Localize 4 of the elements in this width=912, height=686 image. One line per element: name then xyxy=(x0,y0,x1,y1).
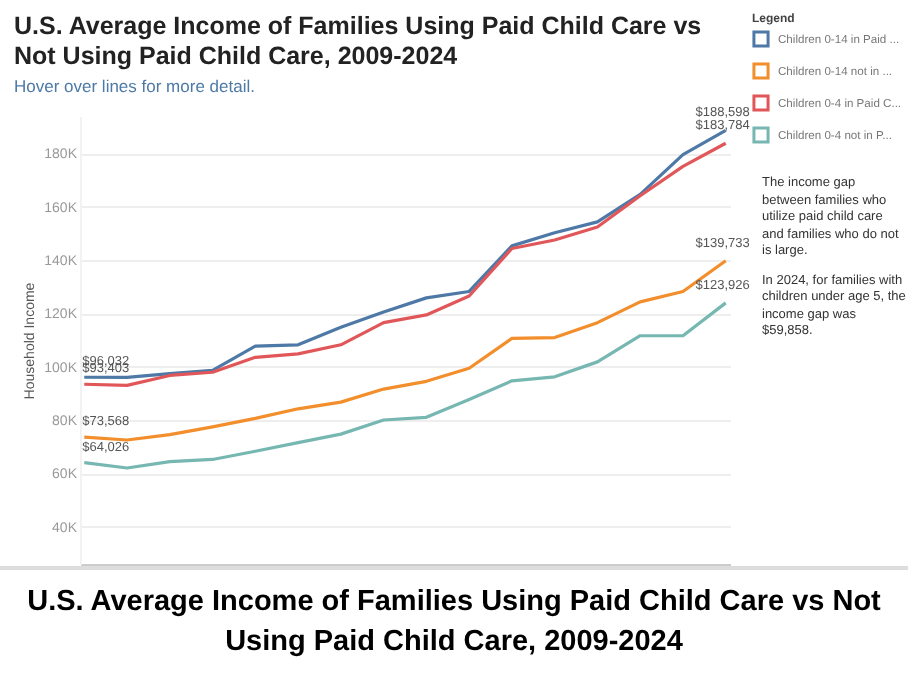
chart-title: U.S. Average Income of Families Using Paid Child Care vs Not Using Paid Child Care, 2009-2024 xyxy=(14,12,704,72)
line-series xyxy=(82,301,728,470)
chart-subtitle: Hover over lines for more detail. xyxy=(14,76,255,96)
text: U.S. Average Income of Families Using Paid Child Care vs Not Using Paid Child Care, 2009-2024 xyxy=(0,566,908,682)
